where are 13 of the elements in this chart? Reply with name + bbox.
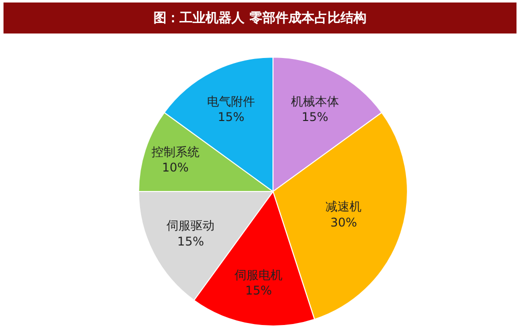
- data-label: 15%: [245, 284, 272, 298]
- data-label: 15%: [302, 110, 328, 124]
- slice-label: 减速机: [326, 200, 362, 214]
- data-label: 10%: [162, 160, 189, 175]
- data-label: 15%: [177, 234, 204, 248]
- slice-label: 电气附件: [207, 94, 256, 108]
- slice-label: 控制系统: [151, 144, 200, 159]
- slice-label: 伺服驱动: [166, 218, 215, 233]
- data-label: 30%: [330, 215, 357, 230]
- data-label: 15%: [218, 110, 244, 124]
- chart-title: 图：工业机器人 零部件成本占比结构: [154, 10, 366, 26]
- slice-label: 机械本体: [290, 94, 339, 108]
- slice-label: 伺服电机: [234, 268, 283, 282]
